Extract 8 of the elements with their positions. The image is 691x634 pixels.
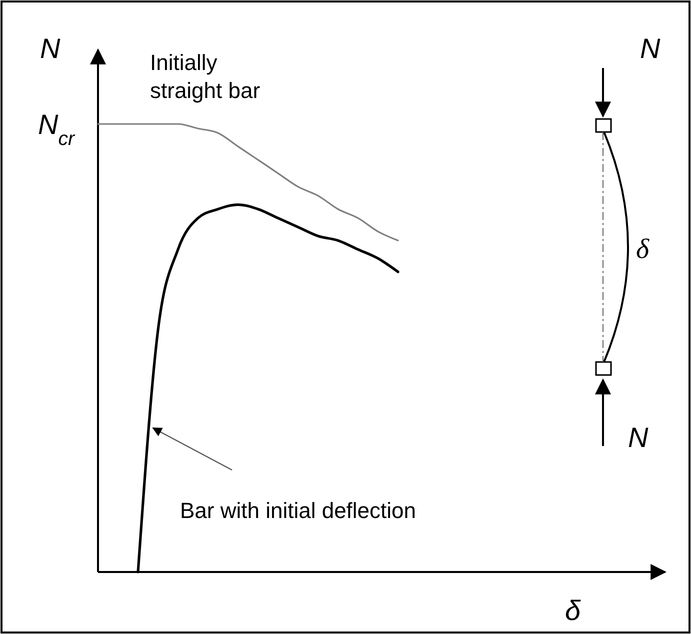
annotation: Bar with initial deflection [180, 498, 416, 523]
annotation: N [628, 422, 649, 453]
x-axis-title: δ [565, 595, 581, 626]
text: Initially straight bar [150, 50, 260, 103]
y-axis-title: N [40, 33, 61, 64]
text: N$_{cr}$ [38, 109, 76, 150]
annotation: δ [636, 234, 650, 265]
text: N [640, 33, 661, 64]
